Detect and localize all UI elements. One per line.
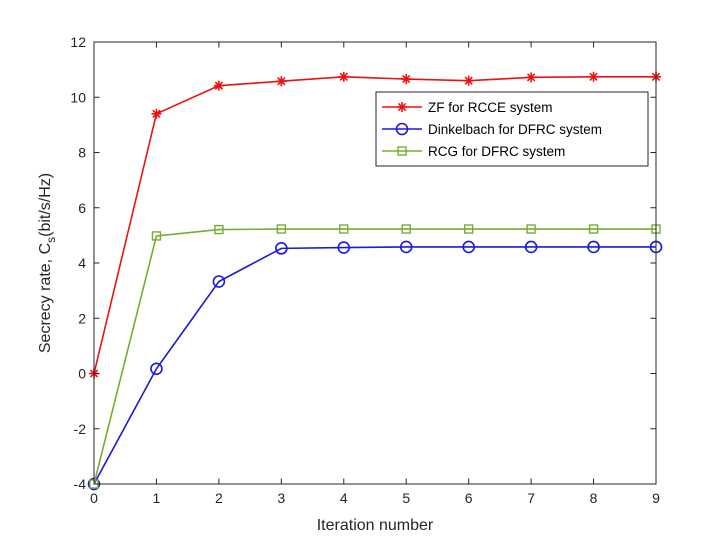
legend-label: ZF for RCCE system <box>428 100 553 115</box>
axes-box <box>93 41 657 485</box>
data-point <box>213 80 224 91</box>
asterisk-stroke <box>464 76 473 85</box>
series-line <box>93 246 656 485</box>
data-point <box>399 240 413 254</box>
x-tick-label: 0 <box>90 490 98 506</box>
y-tick-label: 6 <box>78 200 86 216</box>
x-tick-label: 3 <box>277 490 285 506</box>
x-tick-label: 4 <box>340 490 348 506</box>
legend-entry: ZF for RCCE system <box>382 100 553 115</box>
y-tick-label: -2 <box>74 421 87 437</box>
asterisk-stroke <box>277 77 286 86</box>
legend-marker <box>397 146 407 156</box>
y-tick-label: 8 <box>78 145 86 161</box>
x-tick-label: 8 <box>590 490 598 506</box>
legend: ZF for RCCE system Dinkelbach for DFRC sy… <box>375 91 649 167</box>
asterisk-stroke <box>589 72 598 81</box>
legend-label: Dinkelbach for DFRC system <box>428 122 602 137</box>
series-line <box>93 76 656 374</box>
data-point <box>526 224 536 234</box>
data-point <box>526 72 537 83</box>
data-point <box>338 71 349 82</box>
data-point <box>337 241 351 254</box>
y-tick-label: 2 <box>78 310 86 326</box>
data-point <box>401 224 411 234</box>
data-point <box>588 71 599 82</box>
data-point <box>339 224 349 234</box>
data-point <box>463 224 474 234</box>
series-layer <box>87 71 663 491</box>
x-tick-label: 9 <box>652 490 660 506</box>
y-axis-label-prefix: Secrecy rate, C <box>37 243 54 353</box>
asterisk-stroke <box>402 74 411 84</box>
data-point <box>588 224 599 234</box>
y-tick-label: 10 <box>70 89 86 105</box>
data-point <box>150 362 163 376</box>
legend-marker <box>395 122 409 136</box>
legend-marker <box>397 102 407 112</box>
data-point <box>462 240 475 254</box>
y-axis-label: Secrecy rate, Cs(bit/s/Hz) <box>37 173 58 353</box>
data-point <box>151 231 162 241</box>
data-point <box>275 242 288 255</box>
data-point <box>587 240 600 254</box>
series-1 <box>89 71 661 379</box>
data-point <box>401 74 412 85</box>
x-tick-label: 7 <box>527 490 535 506</box>
data-point <box>524 240 538 254</box>
asterisk-stroke <box>526 73 536 82</box>
asterisk-stroke <box>152 109 161 118</box>
x-tick-label: 6 <box>465 490 473 506</box>
y-axis-label-suffix: (bit/s/Hz) <box>37 173 54 237</box>
y-tick-label: 12 <box>70 34 86 50</box>
data-point <box>276 76 287 87</box>
x-tick-label: 2 <box>215 490 223 506</box>
data-point <box>214 224 224 235</box>
legend-entry: RCG for DFRC system <box>382 144 565 159</box>
data-point <box>212 275 226 288</box>
series-3 <box>89 224 661 489</box>
legend-entry: Dinkelbach for DFRC system <box>382 122 602 137</box>
x-tick-label: 1 <box>153 490 161 506</box>
data-point <box>463 75 474 86</box>
data-point <box>151 108 162 119</box>
y-tick-label: -4 <box>74 476 87 492</box>
series-line <box>93 228 656 485</box>
asterisk-stroke <box>339 72 348 81</box>
data-point <box>276 224 287 234</box>
y-axis-label-subscript: s <box>44 237 58 243</box>
x-axis-label: Iteration number <box>317 517 434 534</box>
y-tick-label: 4 <box>78 255 86 271</box>
asterisk-stroke <box>397 102 407 112</box>
legend-label: RCG for DFRC system <box>428 144 565 159</box>
x-tick-label: 5 <box>402 490 410 506</box>
asterisk-stroke <box>214 81 224 90</box>
y-tick-label: 0 <box>78 366 86 382</box>
